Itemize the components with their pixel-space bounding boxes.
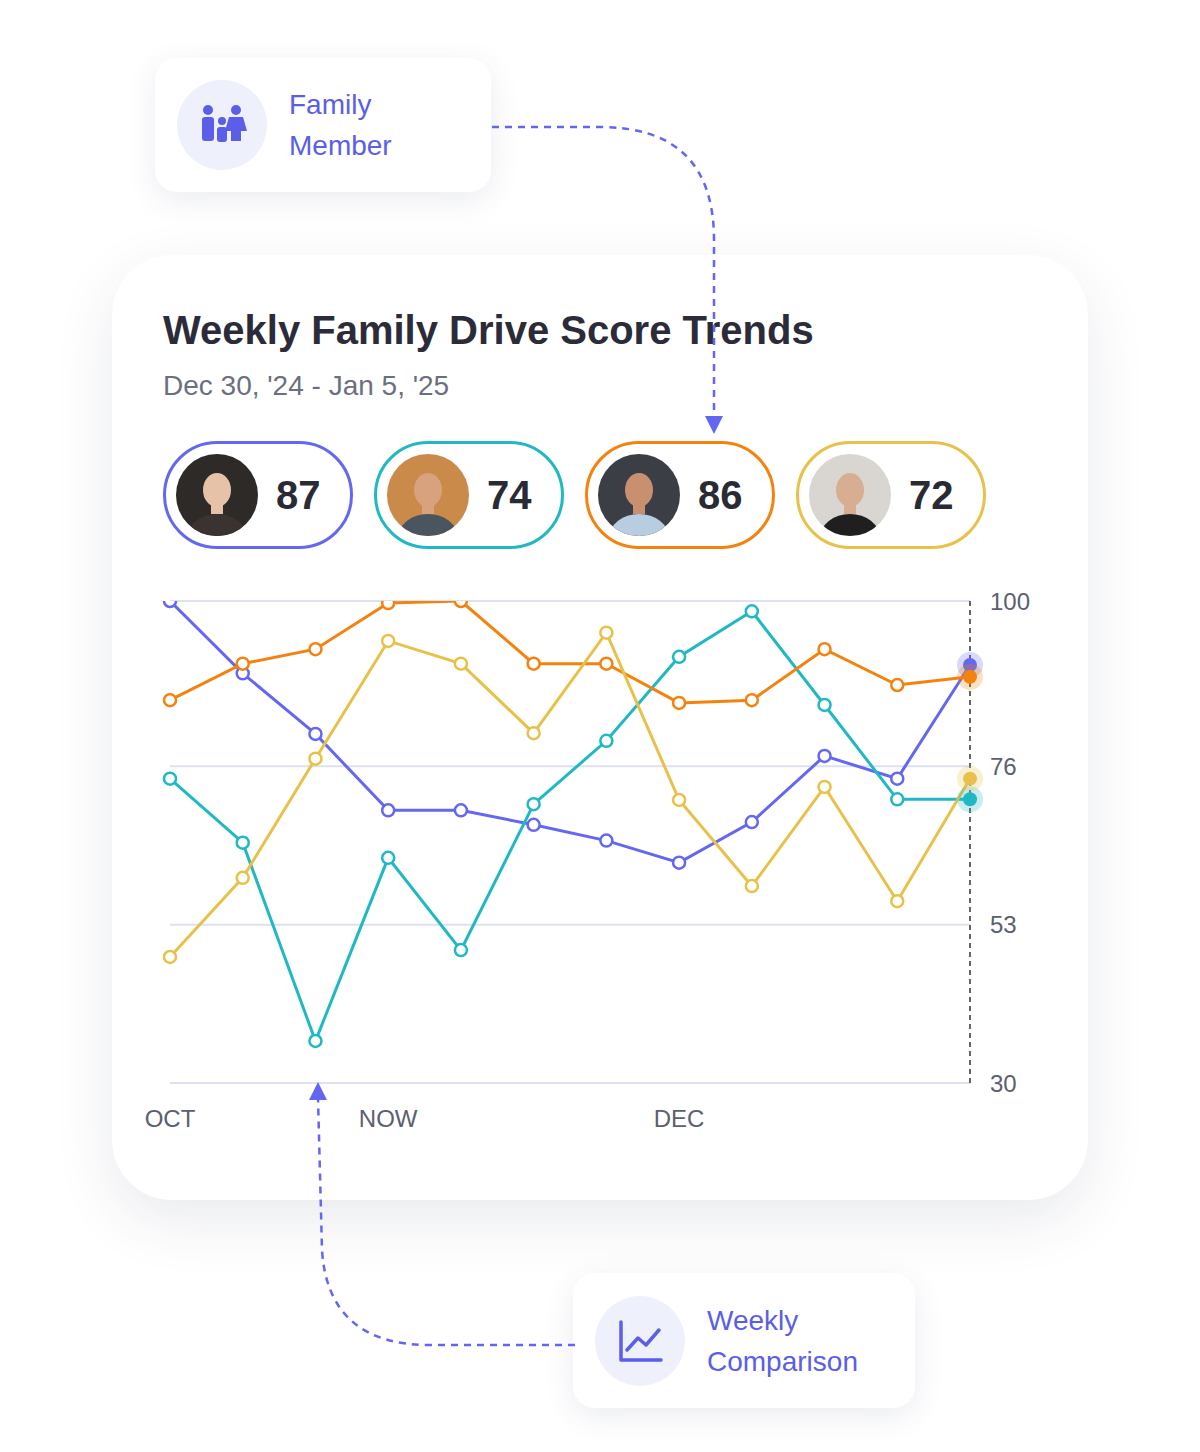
svg-text:OCT: OCT bbox=[145, 1105, 196, 1132]
html-text:72: 72 bbox=[909, 472, 954, 517]
svg-text:100: 100 bbox=[990, 588, 1030, 615]
html-text:86: 86 bbox=[698, 472, 743, 517]
html-text:Weekly Comparison: Weekly Comparison bbox=[707, 1304, 858, 1377]
html-text:74: 74 bbox=[487, 472, 532, 517]
svg-text:30: 30 bbox=[990, 1070, 1017, 1097]
svg-text:NOW: NOW bbox=[359, 1105, 418, 1132]
html-text:87: 87 bbox=[276, 472, 321, 517]
html-text:Family Member: Family Member bbox=[289, 89, 392, 161]
svg-text:76: 76 bbox=[990, 753, 1017, 780]
svg-text:53: 53 bbox=[990, 911, 1017, 938]
svg-text:DEC: DEC bbox=[654, 1105, 705, 1132]
html-text:Weekly Family Drive Score Tren: Weekly Family Drive Score Trends bbox=[163, 308, 814, 352]
html-text:Dec 30, '24 - Jan 5, '25: Dec 30, '24 - Jan 5, '25 bbox=[163, 370, 450, 401]
